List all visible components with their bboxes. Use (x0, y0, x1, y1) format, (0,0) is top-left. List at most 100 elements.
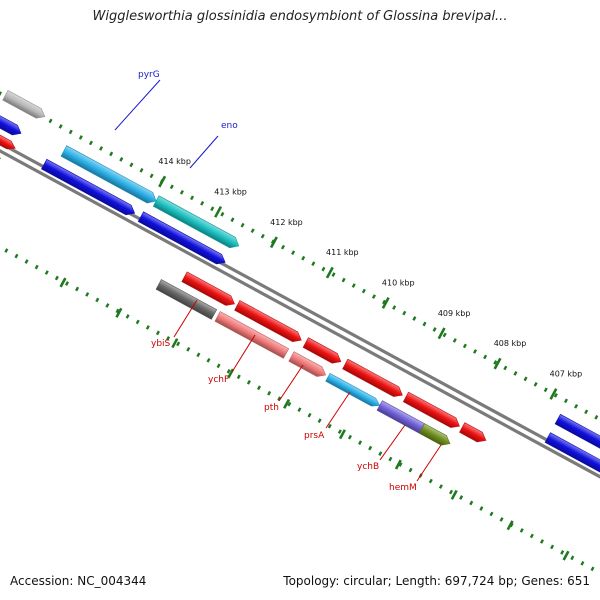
tick-dot (560, 550, 565, 555)
inner-major-tick (394, 459, 402, 470)
gene-label: prsA (304, 431, 325, 441)
tick-dot (291, 250, 296, 255)
tick-dot (570, 555, 575, 561)
tick-dot (115, 308, 120, 314)
tick-dot (337, 429, 342, 434)
tick-dot (190, 195, 195, 201)
tick-dot (85, 292, 90, 297)
tick-dot (149, 173, 154, 179)
tick-dot (58, 124, 63, 129)
inner-major-tick (506, 520, 514, 531)
gene-label: hemM (389, 483, 417, 493)
tick-dot (483, 354, 488, 360)
tick-dot (297, 407, 302, 413)
tick-dot (489, 511, 494, 517)
gene-arrow (288, 351, 327, 377)
tick-dot (75, 286, 80, 292)
tick-dot (119, 157, 124, 162)
tick-dot (277, 396, 282, 402)
gene-arrow (0, 157, 1, 160)
gene-arrow (181, 271, 235, 306)
tick-dot (479, 506, 484, 511)
gene-leader-line (416, 444, 442, 482)
kbp-label: 407 kbp (550, 370, 583, 379)
tick-dot (280, 244, 286, 250)
gene-leader-line (231, 334, 256, 373)
tick-dot (99, 146, 104, 151)
tick-dot (590, 566, 595, 572)
tick-dot (307, 412, 312, 418)
tick-dot (48, 118, 53, 124)
tick-dot (449, 489, 454, 495)
gene-arrow (41, 158, 136, 216)
gene-arrow (402, 391, 460, 428)
gene-label: ybiS (151, 339, 171, 349)
tick-dot (469, 500, 474, 506)
gene-arrow (0, 115, 22, 136)
gene-arrow (342, 358, 403, 397)
tick-dot (135, 319, 140, 325)
tick-dot (139, 168, 144, 173)
gene-leader-line (114, 79, 161, 131)
tick-dot (125, 314, 130, 319)
tick-dot (371, 294, 376, 299)
kbp-label: 409 kbp (438, 309, 471, 318)
gene-arrow (60, 145, 157, 204)
tick-dot (574, 403, 579, 409)
tick-dot (287, 401, 292, 407)
tick-dot (95, 297, 100, 303)
tick-dot (105, 303, 110, 308)
kbp-major-tick (269, 236, 278, 249)
tick-dot (361, 288, 366, 294)
gene-arrow (214, 311, 290, 359)
gene-leader-line (173, 299, 198, 338)
backbone-outer-line (0, 141, 600, 471)
tick-dot (88, 140, 93, 146)
gene-label: pth (264, 403, 279, 413)
tick-dot (347, 434, 352, 440)
inner-tick-row (4, 248, 595, 572)
tick-dot (14, 253, 19, 259)
inner-major-tick (283, 398, 291, 409)
tick-dot (462, 343, 467, 349)
kbp-label: 410 kbp (382, 279, 415, 288)
map-title: Wigglesworthia glossinidia endosymbiont … (92, 9, 508, 24)
tick-dot (186, 347, 191, 352)
tick-dot (493, 360, 498, 365)
kbp-major-tick (325, 266, 334, 279)
tick-dot (196, 352, 201, 358)
tick-dot (220, 211, 225, 217)
inner-major-tick (450, 489, 458, 500)
tick-dot (256, 385, 262, 391)
tick-dot (176, 341, 181, 347)
genome-summary: Topology: circular; Length: 697,724 bp; … (283, 574, 590, 588)
gene-track (0, 89, 600, 473)
gene-arrow (325, 372, 381, 407)
tick-dot (422, 321, 427, 327)
tick-dot (44, 270, 49, 275)
tick-dot (368, 445, 373, 451)
tick-dot (155, 330, 160, 336)
kbp-label: 408 kbp (494, 339, 527, 348)
tick-dot (246, 379, 251, 385)
tick-dot (267, 390, 272, 396)
tick-dot (317, 418, 322, 424)
tick-dot (145, 325, 150, 330)
tick-dot (553, 393, 558, 398)
tick-dot (428, 478, 433, 484)
gene-label: ychF (208, 375, 229, 385)
kbp-major-tick (381, 297, 390, 309)
inner-major-tick (171, 338, 179, 349)
tick-dot (378, 451, 383, 456)
gene-leader-line (189, 135, 219, 169)
gene-labels: pyrG eno ybiS ychF pth prsA ychB hemM (114, 70, 442, 493)
tick-dot (539, 539, 544, 544)
kbp-label: 413 kbp (214, 187, 247, 196)
tick-dot (54, 275, 59, 281)
tick-dot (580, 561, 585, 566)
gene-arrow (554, 413, 600, 449)
tick-dot (331, 272, 336, 277)
tick-dot (563, 398, 568, 404)
tick-dot (216, 363, 221, 369)
